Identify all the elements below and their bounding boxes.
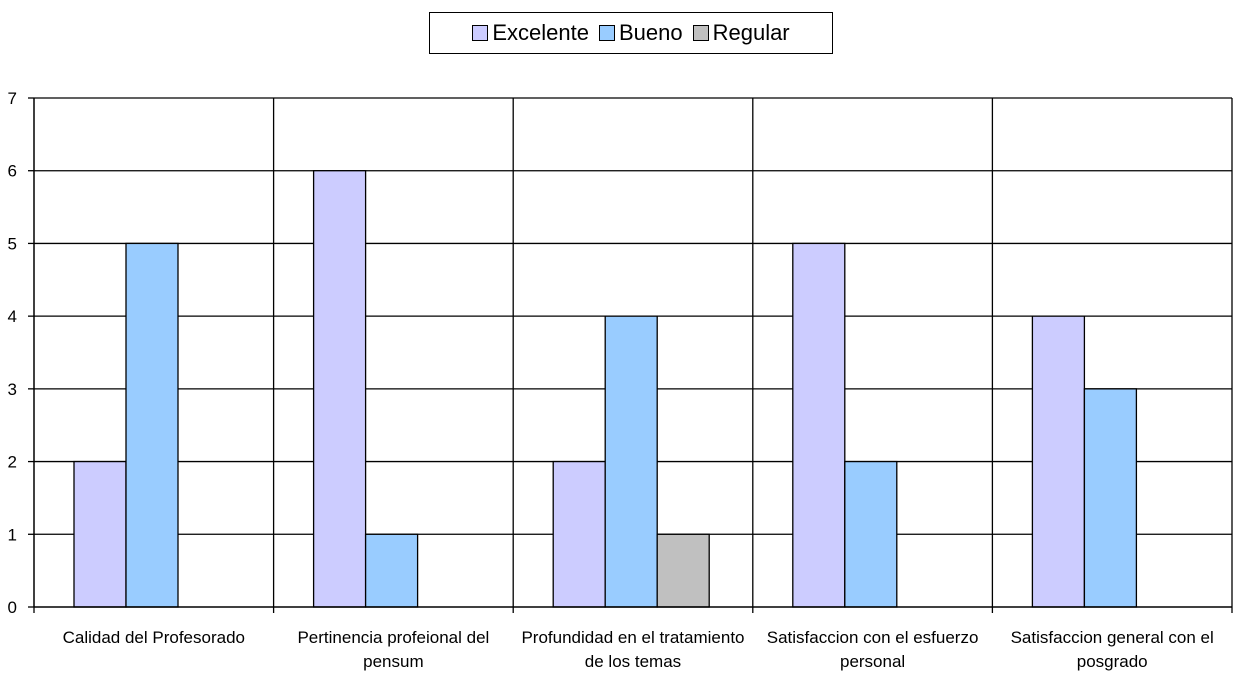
bar-bueno-0 — [125, 242, 179, 608]
bar-bueno-3 — [844, 460, 898, 608]
legend-swatch-regular — [692, 25, 709, 41]
legend-item-regular: Regular — [692, 20, 790, 46]
bar-bueno-2 — [604, 315, 658, 608]
y-tick-label-3: 3 — [8, 380, 17, 399]
x-tick-label-1: Pertinencia profeional del pensum — [297, 628, 490, 671]
y-tick-label-2: 2 — [8, 453, 17, 472]
x-tick-label-3: Satisfaccion con el esfuerzo personal — [766, 628, 979, 671]
y-tick-label-1: 1 — [8, 525, 17, 544]
legend-item-excelente: Excelente — [472, 20, 589, 46]
legend-item-bueno: Bueno — [598, 20, 683, 46]
y-tick-labels: 0 1 2 3 4 5 6 7 — [8, 89, 17, 617]
legend-swatch-excelente — [472, 25, 489, 41]
x-tick-label-0: Calidad del Profesorado — [62, 628, 245, 647]
bar-bueno-4 — [1083, 388, 1138, 608]
y-tick-label-6: 6 — [8, 162, 17, 181]
legend-swatch-bueno — [598, 25, 615, 41]
bar-excelente-3 — [792, 242, 846, 608]
bar-excelente-2 — [552, 460, 606, 608]
bar-excelente-1 — [312, 170, 367, 608]
x-tick-label-4: Satisfaccion general con el posgrado — [1010, 628, 1214, 671]
legend-label-bueno: Bueno — [618, 20, 683, 45]
bars — [73, 170, 1138, 608]
y-tick-label-4: 4 — [8, 307, 17, 326]
legend-label-regular: Regular — [712, 20, 790, 45]
y-tick-label-7: 7 — [8, 89, 17, 108]
bar-regular-2 — [656, 533, 710, 608]
x-tick-label-2: Profundidad en el tratamiento de los tem… — [521, 628, 745, 671]
bar-excelente-0 — [73, 460, 127, 608]
y-tick-label-5: 5 — [8, 234, 17, 253]
y-tick-label-0: 0 — [8, 598, 17, 617]
chart-legend: Excelente Bueno Regular — [429, 12, 833, 54]
bar-excelente-4 — [1031, 315, 1086, 608]
bar-bueno-1 — [364, 533, 419, 608]
legend-label-excelente: Excelente — [492, 20, 589, 45]
axes — [28, 97, 1232, 613]
